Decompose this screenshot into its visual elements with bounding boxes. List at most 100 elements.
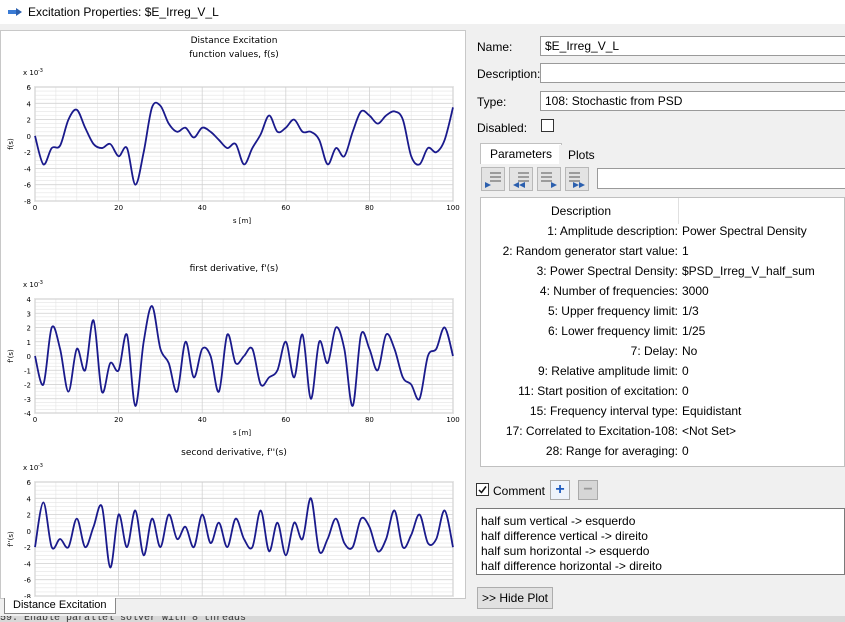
type-label: Type: — [477, 95, 507, 109]
table-row[interactable]: 1: Amplitude description: Power Spectral… — [481, 224, 845, 244]
param-value: <Not Set> — [682, 424, 737, 438]
console-output: 59: Enable parallel solver with 8 thread… — [0, 616, 845, 622]
y-tick-label: -2 — [24, 382, 31, 390]
y-scale-label: x 10 — [23, 281, 38, 289]
y-tick-label: -8 — [24, 198, 31, 206]
list-previous-icon — [513, 172, 529, 188]
table-row[interactable]: 5: Upper frequency limit: 1/3 — [481, 304, 845, 324]
move-previous-button[interactable] — [509, 167, 533, 191]
param-name: 15: Frequency interval type: — [529, 404, 678, 418]
comment-textarea[interactable]: half sum vertical -> esquerdo half diffe… — [476, 508, 845, 575]
x-axis-label: s [m] — [233, 217, 251, 225]
x-tick-label: 0 — [33, 416, 37, 424]
move-next-button[interactable] — [537, 167, 561, 191]
y-tick-label: 2 — [27, 325, 31, 333]
hide-plot-button[interactable]: >> Hide Plot — [477, 587, 553, 609]
table-row[interactable]: 17: Correlated to Excitation-108: <Not S… — [481, 424, 845, 444]
x-axis-label: s [m] — [233, 429, 251, 437]
table-row[interactable]: 28: Range for averaging: 0 — [481, 444, 845, 464]
comment-checkbox[interactable] — [476, 483, 489, 496]
param-value: 1/25 — [682, 324, 706, 338]
app-icon — [8, 8, 22, 16]
y-tick-label: -6 — [24, 182, 32, 190]
param-value: 3000 — [682, 284, 709, 298]
chart-subtitle: function values, f(s) — [189, 50, 279, 60]
move-last-button[interactable] — [565, 167, 589, 191]
y-scale-label: x 10 — [23, 464, 38, 472]
window-title: Excitation Properties: $E_Irreg_V_L — [28, 5, 219, 19]
x-tick-label: 20 — [114, 416, 123, 424]
y-tick-label: 2 — [27, 512, 31, 520]
param-name: 17: Correlated to Excitation-108: — [505, 424, 678, 438]
table-row[interactable]: 4: Number of frequencies: 3000 — [481, 284, 845, 304]
table-row[interactable]: 3: Power Spectral Density: $PSD_Irreg_V_… — [481, 264, 845, 284]
description-input[interactable] — [540, 63, 845, 83]
param-name: 5: Upper frequency limit: — [547, 304, 678, 318]
parameter-table: Description 1: Amplitude description: Po… — [480, 197, 845, 467]
y-tick-label: 0 — [27, 353, 31, 361]
table-row[interactable]: 6: Lower frequency limit: 1/25 — [481, 324, 845, 344]
param-name: 9: Relative amplitude limit: — [537, 364, 678, 378]
y-tick-label: -8 — [24, 593, 31, 598]
plot-canvas: Distance Excitation function values, f(s)… — [7, 36, 460, 598]
header-separator — [678, 198, 679, 224]
plot-tab-distance-excitation[interactable]: Distance Excitation — [4, 598, 116, 614]
x-tick-label: 40 — [198, 204, 207, 212]
table-row[interactable]: 9: Relative amplitude limit: 0 — [481, 364, 845, 384]
chart-subtitle: second derivative, f''(s) — [181, 448, 287, 458]
title-bar: Excitation Properties: $E_Irreg_V_L — [0, 0, 845, 24]
param-value: 1/3 — [682, 304, 699, 318]
description-label: Description: — [477, 67, 541, 81]
y-tick-label: 1 — [27, 339, 31, 347]
y-tick-label: -4 — [24, 410, 32, 418]
y-scale-label: x 10 — [23, 69, 38, 77]
param-name: 1: Amplitude description: — [547, 224, 678, 238]
list-last-icon — [569, 172, 585, 188]
y-tick-label: -3 — [24, 396, 31, 404]
chart-title: Distance Excitation — [191, 36, 278, 46]
remove-comment-button[interactable]: − — [578, 480, 598, 500]
x-tick-label: 40 — [198, 416, 207, 424]
check-icon — [478, 486, 487, 494]
param-name: 11: Start position of excitation: — [518, 384, 678, 398]
y-tick-label: -2 — [24, 544, 31, 552]
plus-icon: + — [555, 481, 565, 498]
params-filter-input[interactable] — [597, 168, 845, 189]
x-tick-label: 100 — [446, 204, 459, 212]
param-value: 0 — [682, 384, 689, 398]
table-row[interactable]: 7: Delay: No — [481, 344, 845, 364]
comment-line: half difference vertical -> direito — [481, 529, 648, 543]
x-tick-label: 60 — [281, 204, 290, 212]
add-comment-button[interactable]: + — [550, 480, 570, 500]
y-axis-label: f(s) — [7, 138, 15, 150]
tab-parameters[interactable]: Parameters — [480, 143, 563, 164]
y-tick-label: 6 — [27, 479, 32, 487]
param-value: Equidistant — [682, 404, 742, 418]
param-value: No — [682, 344, 698, 358]
disabled-checkbox[interactable] — [541, 119, 554, 132]
comment-label: Comment — [493, 484, 546, 498]
table-row[interactable]: 11: Start position of excitation: 0 — [481, 384, 845, 404]
param-name: 2: Random generator start value: — [502, 244, 678, 258]
disabled-label: Disabled: — [477, 121, 528, 135]
series-line — [34, 101, 454, 186]
y-tick-label: -1 — [24, 367, 31, 375]
name-label: Name: — [477, 40, 513, 54]
comment-line: half sum vertical -> esquerdo — [481, 514, 636, 528]
param-name: 6: Lower frequency limit: — [547, 324, 678, 338]
plot-pane: Distance Excitation function values, f(s)… — [0, 30, 466, 599]
param-name: 3: Power Spectral Density: — [536, 264, 678, 278]
param-name: 28: Range for averaging: — [545, 444, 678, 458]
comment-line: half difference horizontal -> direito — [481, 559, 662, 573]
tab-plots[interactable]: Plots — [559, 145, 604, 164]
y-tick-label: -4 — [24, 165, 32, 173]
table-row[interactable]: 2: Random generator start value: 1 — [481, 244, 845, 264]
y-scale-exponent: -3 — [38, 280, 43, 286]
tab-plots-label: Plots — [568, 148, 595, 162]
type-select[interactable]: 108: Stochastic from PSD — [540, 91, 845, 111]
table-row[interactable]: 15: Frequency interval type: Equidistant — [481, 404, 845, 424]
move-first-button[interactable] — [481, 167, 505, 191]
y-scale-exponent: -3 — [38, 68, 43, 74]
name-input[interactable] — [540, 36, 845, 56]
param-value: Power Spectral Density — [682, 224, 807, 238]
